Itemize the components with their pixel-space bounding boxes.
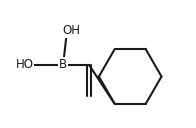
- Text: OH: OH: [62, 24, 80, 37]
- Text: HO: HO: [16, 58, 34, 71]
- Text: B: B: [59, 58, 67, 71]
